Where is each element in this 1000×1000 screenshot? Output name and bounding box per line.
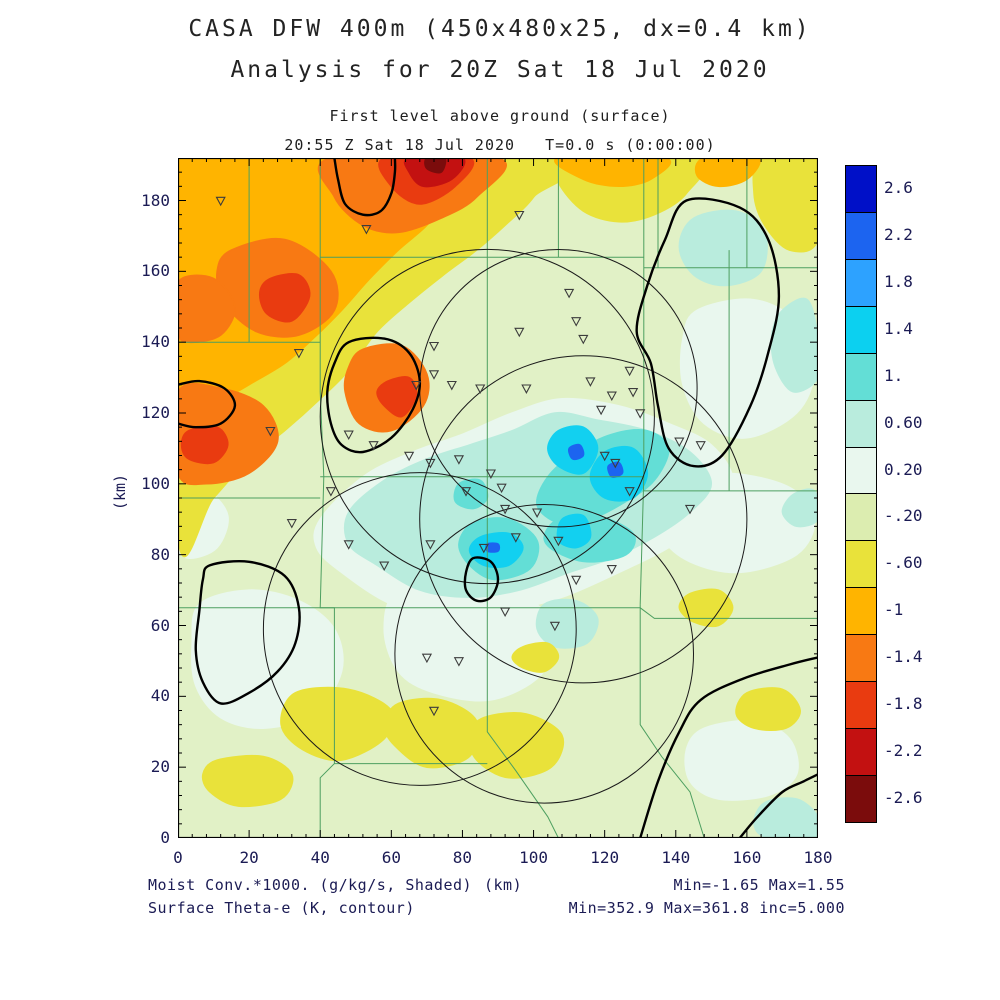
- colorbar-cell: [846, 447, 876, 495]
- page-subtitle-date: Analysis for 20Z Sat 18 Jul 2020: [230, 57, 770, 83]
- colorbar-cell: [846, 166, 876, 213]
- colorbar-cell: [846, 259, 876, 307]
- colorbar-label: 2.2: [884, 225, 913, 245]
- colorbar-label: 2.6: [884, 178, 913, 198]
- contour-field-range: Min=352.9 Max=361.8 inc=5.000: [568, 899, 845, 917]
- colorbar-cell: [846, 775, 876, 822]
- x-tick-label: 180: [803, 848, 833, 867]
- station-markers: [215, 196, 706, 717]
- colorbar-label: -1.4: [884, 647, 923, 666]
- colorbar-label: 0.60: [884, 412, 923, 432]
- x-tick-label: 120: [590, 848, 620, 867]
- colorbar-cell: [846, 353, 876, 401]
- colorbar-cell: [846, 212, 876, 260]
- colorbar-cell: [846, 682, 876, 730]
- radar-range-rings: [262, 248, 748, 804]
- x-tick-label: 40: [310, 848, 330, 867]
- shaded-field-layer: [178, 158, 818, 838]
- plot-frame: [178, 158, 818, 838]
- colorbar-label: -2.6: [884, 787, 923, 807]
- colorbar-cell: [846, 400, 876, 448]
- colorbar-label: 1.: [884, 365, 904, 385]
- x-tick-label: 0: [173, 848, 183, 867]
- y-tick-label: 20: [150, 757, 170, 777]
- colorbar-label: -.60: [884, 553, 923, 573]
- colorbar-cell: [846, 306, 876, 354]
- y-tick-label: 0: [160, 828, 170, 847]
- thetae-contours-layer: [178, 158, 818, 838]
- county-lines-layer: [178, 158, 818, 838]
- colorbar-cell: [846, 729, 876, 776]
- y-tick-label: 140: [141, 332, 170, 352]
- x-axis-unit: (km): [484, 876, 523, 894]
- y-tick-label: 60: [150, 615, 170, 635]
- colorbar-cell: [846, 588, 876, 636]
- analysis-map: [178, 158, 818, 838]
- colorbar-label: -1.8: [884, 693, 923, 713]
- y-tick-label: 40: [150, 686, 170, 706]
- colorbar-cell: [846, 494, 876, 542]
- analysis-map-wrap: [178, 158, 818, 838]
- x-tick-label: 80: [452, 848, 473, 867]
- y-tick-label: 160: [141, 261, 170, 281]
- y-tick-label: 80: [150, 544, 170, 564]
- colorbar-cell: [846, 635, 876, 683]
- y-tick-label: 180: [141, 190, 170, 210]
- x-tick-label: 20: [239, 848, 259, 867]
- contour-field-label: Surface Theta-e (K, contour): [148, 899, 415, 917]
- colorbar-label: 0.20: [884, 459, 923, 479]
- colorbar: [845, 165, 877, 823]
- page-title: CASA DFW 400m (450x480x25, dx=0.4 km): [188, 16, 812, 42]
- colorbar-label: -1: [884, 600, 904, 620]
- colorbar-label: -.20: [884, 506, 923, 526]
- level-label: First level above ground (surface): [329, 107, 671, 125]
- y-tick-label: 120: [141, 403, 170, 422]
- colorbar-label: -2.2: [884, 740, 923, 760]
- x-tick-label: 100: [519, 848, 548, 867]
- y-tick-label: 100: [141, 473, 170, 493]
- valid-time-label: 20:55 Z Sat 18 Jul 2020 T=0.0 s (0:00:00…: [284, 136, 716, 154]
- x-tick-label: 160: [732, 848, 762, 867]
- colorbar-label: 1.8: [884, 272, 913, 292]
- shaded-field-range: Min=-1.65 Max=1.55: [673, 876, 845, 894]
- colorbar-cell: [846, 541, 876, 589]
- colorbar-label: 1.4: [884, 319, 913, 338]
- x-tick-label: 60: [381, 848, 401, 867]
- x-tick-label: 140: [661, 848, 691, 867]
- shaded-field-label: Moist Conv.*1000. (g/kg/s, Shaded): [148, 876, 473, 894]
